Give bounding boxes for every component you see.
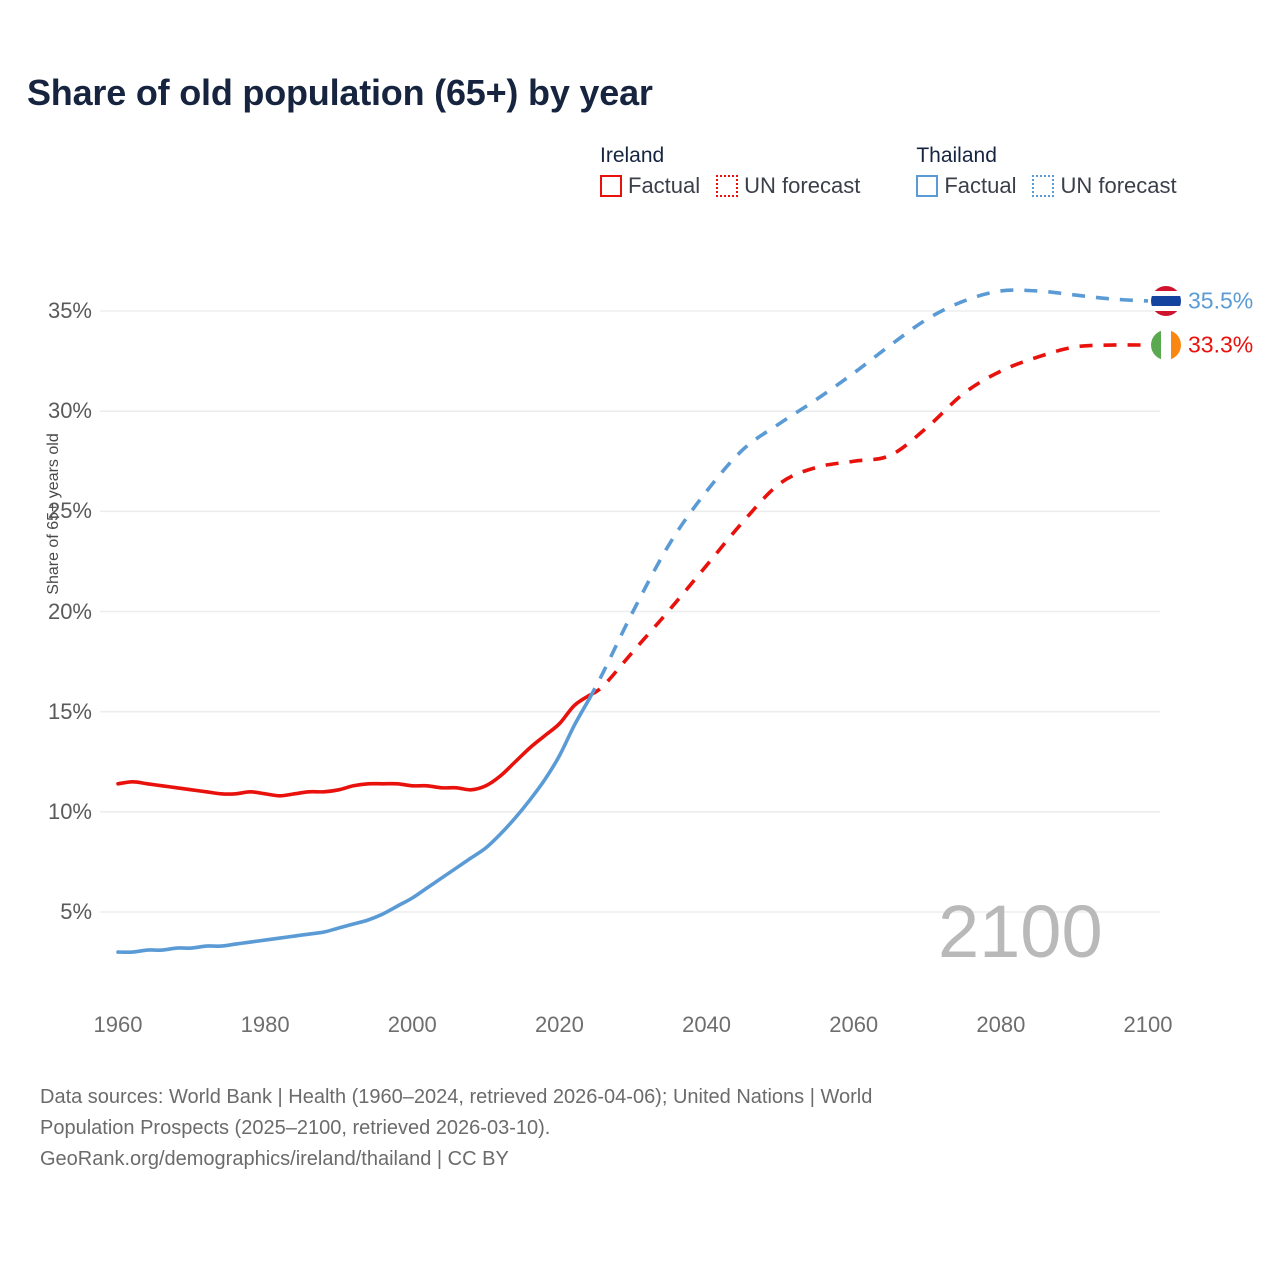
legend-swatch-solid-blue-icon [916, 175, 939, 198]
chart-legend: Ireland Factual UN forecast Thailand Fac… [600, 144, 1260, 199]
legend-label-thailand-forecast: UN forecast [1060, 173, 1177, 199]
footer-sources: Data sources: World Bank | Health (1960–… [40, 1082, 1220, 1175]
y-tick-15: 15% [47, 698, 92, 724]
x-tick-1960: 1960 [93, 1012, 143, 1037]
ireland-end-label: 33.3% [1188, 331, 1254, 358]
legend-group-thailand: Thailand Factual UN forecast [916, 144, 1177, 199]
footer-line-3[interactable]: GeoRank.org/demographics/ireland/thailan… [40, 1148, 509, 1170]
y-tick-30: 30% [47, 398, 92, 424]
legend-item-thailand-factual[interactable]: Factual [916, 173, 1016, 199]
legend-country-ireland: Ireland [600, 144, 665, 167]
legend-swatch-solid-red-icon [600, 175, 622, 198]
series-line-forecast-ireland [587, 343, 1149, 698]
y-tick-20: 20% [47, 598, 92, 624]
chart-plot-area: Share of 65+ years old 5% 10% 15% 20% 25% 30%… [45, 285, 1254, 1037]
legend-label-ireland-factual: Factual [628, 173, 701, 199]
legend-swatch-dotted-blue-icon [1032, 175, 1055, 198]
series-line-factual-thailand [116, 697, 591, 955]
footer-line-2: Population Prospects (2025–2100, retriev… [40, 1117, 551, 1139]
footer-line-1: Data sources: World Bank | Health (1960–… [40, 1086, 873, 1108]
legend-item-ireland-factual[interactable]: Factual [600, 173, 700, 199]
legend-item-ireland-forecast[interactable]: UN forecast [716, 173, 860, 199]
legend-country-thailand: Thailand [916, 144, 997, 167]
page-title: Share of old population (65+) by year [27, 72, 653, 113]
chart-svg [100, 288, 1160, 955]
x-tick-2000: 2000 [387, 1012, 437, 1037]
y-tick-10: 10% [47, 798, 92, 824]
legend-swatch-dotted-red-icon [716, 175, 739, 198]
series-line-forecast-thailand [587, 288, 1149, 701]
ireland-flag-icon [1151, 330, 1181, 361]
x-tick-2100: 2100 [1123, 1012, 1173, 1037]
legend-label-ireland-forecast: UN forecast [744, 173, 861, 199]
x-tick-2020: 2020 [534, 1012, 584, 1037]
x-tick-2060: 2060 [829, 1012, 879, 1037]
legend-item-thailand-forecast[interactable]: UN forecast [1032, 173, 1177, 199]
thailand-flag-icon [1151, 285, 1181, 316]
legend-group-ireland: Ireland Factual UN forecast [600, 144, 860, 199]
year-watermark: 2100 [938, 890, 1103, 973]
x-tick-2040: 2040 [682, 1012, 732, 1037]
x-tick-1980: 1980 [240, 1012, 290, 1037]
thailand-end-label: 35.5% [1188, 287, 1254, 314]
legend-label-thailand-factual: Factual [944, 173, 1017, 199]
y-tick-25: 25% [47, 498, 92, 524]
y-tick-35: 35% [47, 298, 92, 323]
series-line-factual-ireland [116, 693, 591, 798]
x-tick-2080: 2080 [976, 1012, 1026, 1037]
y-tick-5: 5% [60, 899, 92, 924]
